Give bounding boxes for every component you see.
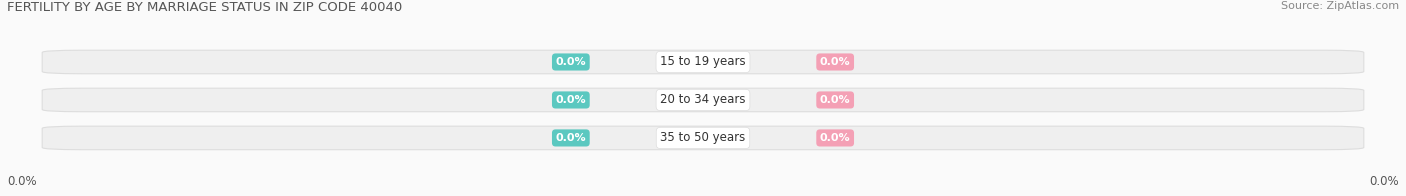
Text: 15 to 19 years: 15 to 19 years: [661, 55, 745, 68]
FancyBboxPatch shape: [42, 126, 1364, 150]
Text: 0.0%: 0.0%: [1369, 175, 1399, 188]
Text: 0.0%: 0.0%: [820, 57, 851, 67]
FancyBboxPatch shape: [42, 88, 1364, 112]
FancyBboxPatch shape: [42, 50, 1364, 74]
Text: 0.0%: 0.0%: [555, 57, 586, 67]
Text: 0.0%: 0.0%: [820, 133, 851, 143]
Text: 0.0%: 0.0%: [555, 95, 586, 105]
Text: 0.0%: 0.0%: [7, 175, 37, 188]
Text: 0.0%: 0.0%: [555, 133, 586, 143]
Text: 35 to 50 years: 35 to 50 years: [661, 132, 745, 144]
Text: FERTILITY BY AGE BY MARRIAGE STATUS IN ZIP CODE 40040: FERTILITY BY AGE BY MARRIAGE STATUS IN Z…: [7, 1, 402, 14]
Text: Source: ZipAtlas.com: Source: ZipAtlas.com: [1281, 1, 1399, 11]
Text: 0.0%: 0.0%: [820, 95, 851, 105]
Text: 20 to 34 years: 20 to 34 years: [661, 93, 745, 106]
